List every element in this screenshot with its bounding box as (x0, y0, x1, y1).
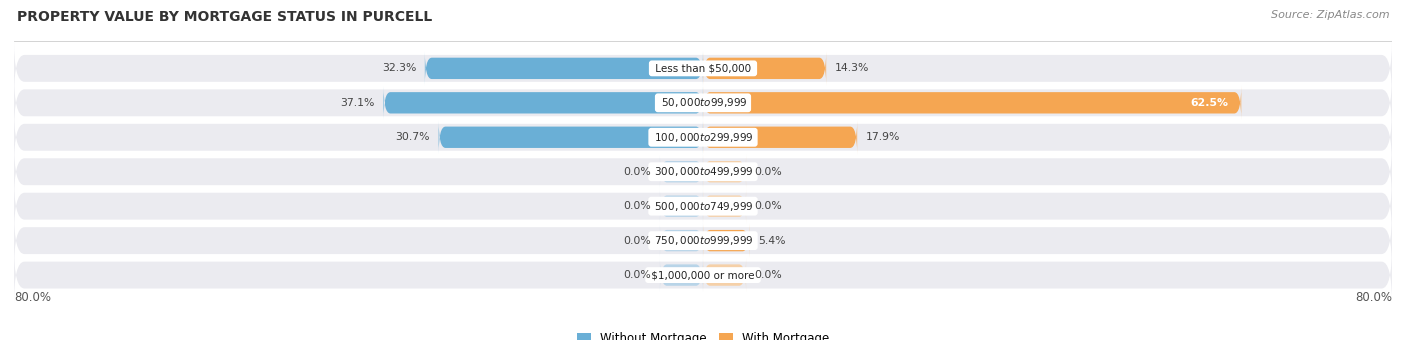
Text: $50,000 to $99,999: $50,000 to $99,999 (658, 96, 748, 109)
Text: 0.0%: 0.0% (624, 201, 651, 211)
FancyBboxPatch shape (14, 144, 1392, 200)
Text: 0.0%: 0.0% (624, 236, 651, 245)
FancyBboxPatch shape (14, 247, 1392, 303)
Text: PROPERTY VALUE BY MORTGAGE STATUS IN PURCELL: PROPERTY VALUE BY MORTGAGE STATUS IN PUR… (17, 10, 432, 24)
FancyBboxPatch shape (659, 155, 703, 189)
FancyBboxPatch shape (703, 224, 749, 257)
Text: 0.0%: 0.0% (624, 167, 651, 177)
FancyBboxPatch shape (439, 120, 703, 154)
Text: $1,000,000 or more: $1,000,000 or more (648, 270, 758, 280)
Text: Less than $50,000: Less than $50,000 (652, 63, 754, 73)
FancyBboxPatch shape (425, 51, 703, 85)
FancyBboxPatch shape (14, 213, 1392, 269)
FancyBboxPatch shape (14, 109, 1392, 165)
Text: 0.0%: 0.0% (755, 167, 782, 177)
Text: $500,000 to $749,999: $500,000 to $749,999 (651, 200, 755, 213)
FancyBboxPatch shape (659, 189, 703, 223)
Text: 30.7%: 30.7% (395, 132, 430, 142)
FancyBboxPatch shape (703, 120, 858, 154)
FancyBboxPatch shape (703, 258, 747, 292)
Text: 5.4%: 5.4% (758, 236, 786, 245)
FancyBboxPatch shape (384, 86, 703, 120)
FancyBboxPatch shape (14, 178, 1392, 234)
Text: $750,000 to $999,999: $750,000 to $999,999 (651, 234, 755, 247)
Text: 0.0%: 0.0% (755, 270, 782, 280)
Text: 14.3%: 14.3% (835, 63, 869, 73)
Text: 17.9%: 17.9% (866, 132, 900, 142)
FancyBboxPatch shape (14, 75, 1392, 131)
FancyBboxPatch shape (14, 40, 1392, 96)
Text: $300,000 to $499,999: $300,000 to $499,999 (651, 165, 755, 178)
FancyBboxPatch shape (659, 224, 703, 257)
FancyBboxPatch shape (703, 155, 747, 189)
Text: 80.0%: 80.0% (1355, 291, 1392, 304)
Legend: Without Mortgage, With Mortgage: Without Mortgage, With Mortgage (572, 328, 834, 340)
Text: 0.0%: 0.0% (755, 201, 782, 211)
Text: 37.1%: 37.1% (340, 98, 375, 108)
Text: 62.5%: 62.5% (1191, 98, 1229, 108)
Text: 32.3%: 32.3% (382, 63, 416, 73)
FancyBboxPatch shape (703, 86, 1241, 120)
Text: $100,000 to $299,999: $100,000 to $299,999 (651, 131, 755, 144)
Text: Source: ZipAtlas.com: Source: ZipAtlas.com (1271, 10, 1389, 20)
FancyBboxPatch shape (703, 189, 747, 223)
FancyBboxPatch shape (703, 51, 827, 85)
Text: 80.0%: 80.0% (14, 291, 51, 304)
Text: 0.0%: 0.0% (624, 270, 651, 280)
FancyBboxPatch shape (659, 258, 703, 292)
